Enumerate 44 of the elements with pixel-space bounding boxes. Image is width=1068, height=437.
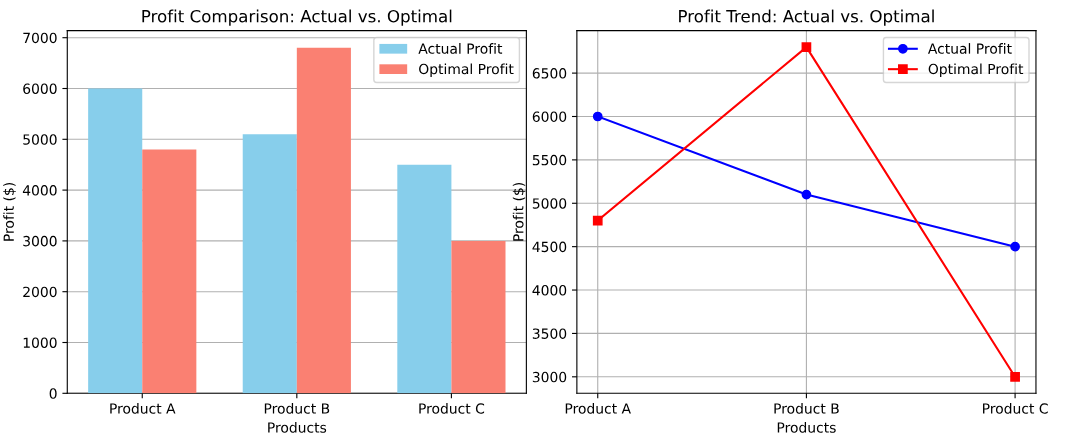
point xyxy=(1010,371,1020,382)
y-tick-label: 2000 xyxy=(23,286,57,298)
y-tick-label: 3000 xyxy=(532,371,567,383)
y-tick-label: 5000 xyxy=(23,134,57,145)
x-tick-label: Product B xyxy=(264,403,330,414)
bar xyxy=(242,134,297,394)
point xyxy=(592,215,603,226)
y-tick-label: 6000 xyxy=(532,111,567,122)
x-tick-label: Product B xyxy=(774,403,839,414)
legend-label: Optimal Profit xyxy=(928,63,1024,77)
legend-label: Optimal Profit xyxy=(419,63,514,77)
point xyxy=(1010,241,1020,252)
bar xyxy=(451,240,506,394)
x-tick-label: Product C xyxy=(419,403,485,414)
legend-label: Actual Profit xyxy=(418,43,503,54)
x-tick-label: Product A xyxy=(110,403,176,414)
x-tick-label: Product A xyxy=(565,403,631,414)
y-tick-label: 5000 xyxy=(532,198,567,209)
y-tick-label: 6000 xyxy=(23,83,57,94)
y-axis-title: Profit ($) xyxy=(3,182,16,241)
y-tick-label: 3000 xyxy=(23,235,57,247)
y-tick-label: 4500 xyxy=(532,241,567,253)
bar xyxy=(142,149,197,394)
y-tick-label: 1000 xyxy=(23,337,57,348)
y-tick-label: 3500 xyxy=(532,328,567,339)
y-tick-label: 5500 xyxy=(532,154,567,166)
chart-title: Profit Comparison: Actual vs. Optimal xyxy=(142,9,452,26)
y-tick-label: 4000 xyxy=(532,285,567,296)
x-axis-title: Products xyxy=(268,422,327,433)
bar xyxy=(296,47,351,394)
bar xyxy=(397,164,452,394)
y-axis-title: Profit ($) xyxy=(512,182,526,241)
y-tick-label: 4000 xyxy=(22,185,57,196)
y-tick-label: 0 xyxy=(49,388,57,399)
x-tick-label: Product C xyxy=(983,403,1048,414)
point xyxy=(592,111,603,122)
x-axis-title: Products xyxy=(777,422,836,433)
point xyxy=(801,42,812,52)
chart-title: Profit Trend: Actual vs. Optimal xyxy=(679,9,934,26)
y-tick-label: 6500 xyxy=(532,68,567,79)
bar xyxy=(88,88,143,394)
legend-label: Actual Profit xyxy=(927,43,1012,54)
y-tick-label: 7000 xyxy=(23,32,57,44)
point xyxy=(801,189,812,200)
